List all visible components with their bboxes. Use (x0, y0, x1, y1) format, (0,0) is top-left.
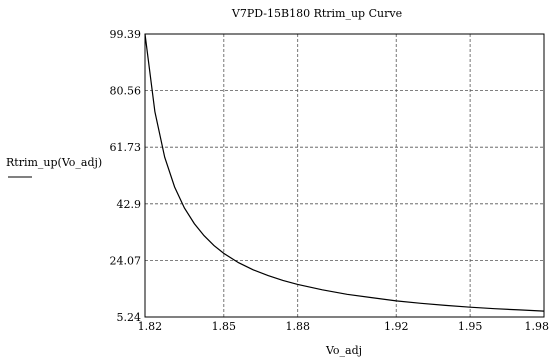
x-tick-labels: 1.82 1.85 1.88 1.92 1.95 1.98 (138, 320, 549, 333)
x-tick-label: 1.95 (458, 320, 483, 333)
x-tick-label: 1.85 (212, 320, 237, 333)
chart-title: V7PD-15B180 Rtrim_up Curve (231, 7, 402, 20)
y-tick-label: 24.07 (110, 254, 142, 267)
y-tick-label: 61.73 (110, 141, 142, 154)
gridlines (145, 34, 544, 317)
legend-label: Rtrim_up(Vo_adj) (6, 156, 102, 169)
y-tick-labels: 5.24 24.07 42.9 61.73 80.56 99.39 (110, 28, 142, 324)
y-tick-label: 5.24 (117, 311, 142, 324)
y-tick-label: 42.9 (117, 198, 142, 211)
y-tick-label: 99.39 (110, 28, 142, 41)
x-tick-label: 1.88 (285, 320, 310, 333)
x-tick-label: 1.92 (384, 320, 409, 333)
plot-frame (144, 33, 545, 318)
y-tick-label: 80.56 (110, 85, 142, 98)
x-tick-label: 1.98 (525, 320, 550, 333)
x-axis-label: Vo_adj (325, 344, 362, 357)
series-line-rtrim-up (144, 33, 545, 312)
legend: Rtrim_up(Vo_adj) (6, 156, 102, 178)
x-tick-label: 1.82 (138, 320, 163, 333)
